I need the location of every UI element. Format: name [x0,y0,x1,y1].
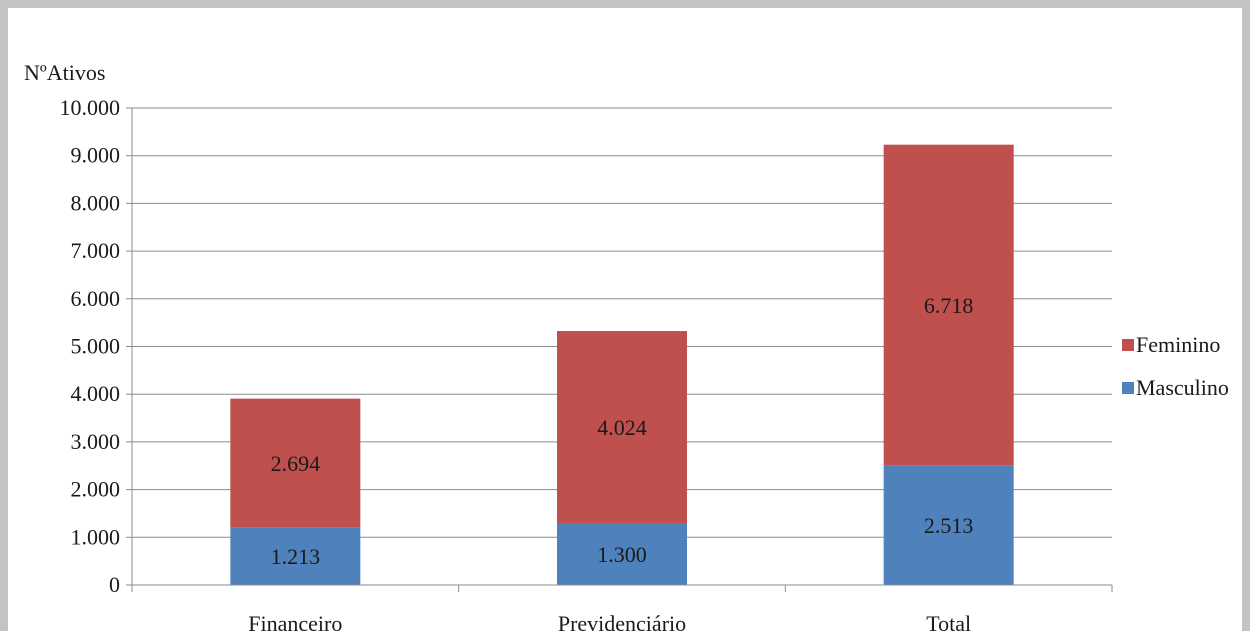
y-tick-label: 1.000 [71,524,121,549]
data-label: 1.213 [271,544,321,569]
bar-feminino [230,398,361,528]
y-tick-label: 10.000 [60,95,121,120]
y-tick-label: 8.000 [71,190,121,215]
y-tick-label: 7.000 [71,238,121,263]
x-tick-label: Previdenciário [558,611,686,636]
legend-swatch [1122,382,1134,394]
data-label: 2.513 [924,513,974,538]
y-tick-label: 9.000 [71,143,121,168]
y-tick-label: 4.000 [71,381,121,406]
y-tick-label: 6.000 [71,286,121,311]
bar-feminino [883,144,1014,466]
data-label: 4.024 [597,415,647,440]
x-tick-label: Financeiro [248,611,342,636]
legend-label: Feminino [1136,332,1220,357]
stacked-bar-chart: 1.213 2.694 1.300 4.024 2.513 6.718 0 1.000 2.0… [24,60,1229,636]
legend-label: Masculino [1136,375,1229,400]
x-tick-label: Total [926,611,971,636]
bar-masculino [883,465,1014,585]
y-tick-label: 2.000 [71,477,121,502]
bar-feminino [557,331,687,523]
legend: Feminino Masculino [1122,332,1229,400]
y-tick-label: 0 [109,572,120,597]
legend-swatch [1122,339,1134,351]
data-label: 1.300 [597,542,647,567]
y-tick-label: 3.000 [71,429,121,454]
data-label: 6.718 [924,293,974,318]
bar-masculino [557,522,687,585]
bars: 1.213 2.694 1.300 4.024 2.513 6.718 [230,144,1014,585]
data-label: 2.694 [271,451,321,476]
y-axis-title: NºAtivos [24,60,105,85]
bar-masculino [230,527,361,585]
y-tick-label: 5.000 [71,334,121,359]
